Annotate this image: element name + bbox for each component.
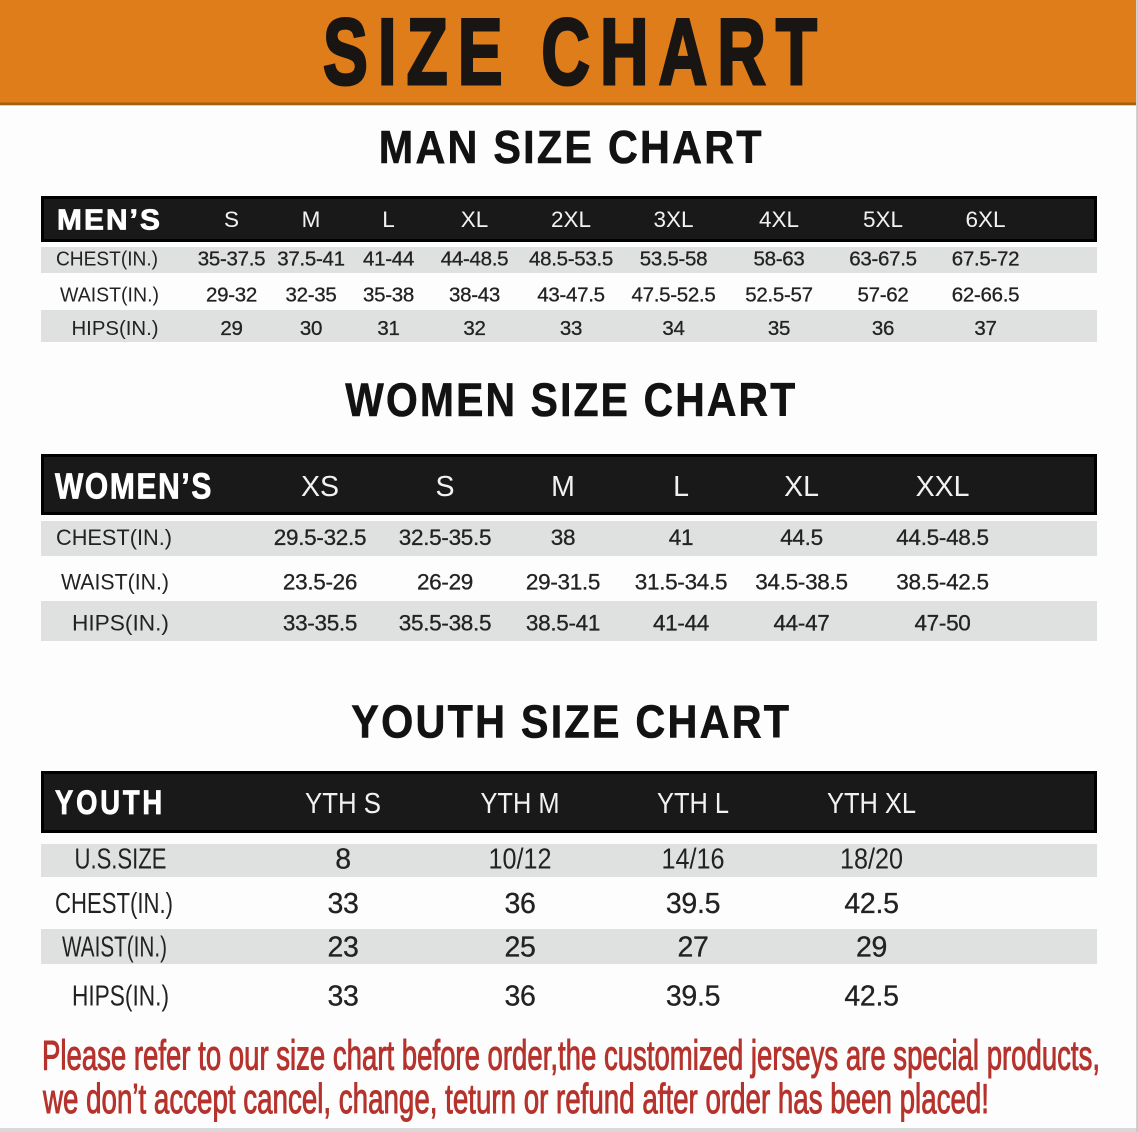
svg-text:18/20: 18/20: [840, 844, 903, 876]
svg-text:35-38: 35-38: [363, 284, 414, 307]
svg-text:5XL: 5XL: [863, 207, 903, 232]
svg-text:XL: XL: [461, 207, 489, 232]
svg-text:26-29: 26-29: [417, 570, 473, 595]
svg-text:XS: XS: [301, 471, 339, 503]
svg-text:48.5-53.5: 48.5-53.5: [529, 248, 613, 271]
svg-text:42.5: 42.5: [844, 888, 898, 920]
svg-text:31: 31: [377, 317, 399, 340]
svg-text:M: M: [302, 207, 321, 232]
svg-text:29: 29: [220, 317, 242, 340]
svg-text:29: 29: [856, 932, 887, 964]
svg-text:36: 36: [504, 888, 535, 920]
svg-text:CHEST(IN.): CHEST(IN.): [55, 888, 173, 920]
svg-text:S: S: [224, 207, 239, 232]
svg-text:29-32: 29-32: [206, 284, 257, 307]
svg-text:42.5: 42.5: [844, 981, 898, 1013]
svg-text:32.5-35.5: 32.5-35.5: [399, 525, 491, 550]
svg-text:Please refer to our size chart: Please refer to our size chart before or…: [42, 1032, 1100, 1079]
svg-text:U.S.SIZE: U.S.SIZE: [75, 844, 167, 876]
svg-text:63-67.5: 63-67.5: [849, 248, 916, 271]
svg-text:37.5-41: 37.5-41: [277, 248, 344, 271]
svg-text:SIZE CHART: SIZE CHART: [323, 0, 827, 104]
svg-text:52.5-57: 52.5-57: [745, 284, 812, 307]
svg-text:S: S: [435, 471, 454, 503]
svg-text:CHEST(IN.): CHEST(IN.): [56, 248, 158, 271]
svg-text:47-50: 47-50: [914, 611, 970, 636]
svg-text:37: 37: [974, 317, 996, 340]
svg-text:YTH L: YTH L: [657, 788, 729, 820]
svg-text:58-63: 58-63: [754, 248, 805, 271]
svg-text:25: 25: [504, 932, 535, 964]
svg-text:31.5-34.5: 31.5-34.5: [635, 570, 727, 595]
svg-text:we don’t accept cancel, change: we don’t accept cancel, change, teturn o…: [42, 1075, 989, 1122]
svg-text:23.5-26: 23.5-26: [283, 570, 357, 595]
svg-text:WAIST(IN.): WAIST(IN.): [60, 284, 159, 307]
svg-text:33: 33: [327, 888, 358, 920]
svg-text:HIPS(IN.): HIPS(IN.): [72, 981, 169, 1013]
svg-text:23: 23: [327, 932, 358, 964]
svg-text:38-43: 38-43: [449, 284, 500, 307]
svg-text:CHEST(IN.): CHEST(IN.): [56, 525, 172, 550]
svg-text:2XL: 2XL: [551, 207, 591, 232]
svg-text:38: 38: [551, 525, 575, 550]
svg-text:10/12: 10/12: [489, 844, 552, 876]
svg-text:34: 34: [662, 317, 684, 340]
svg-text:44.5: 44.5: [780, 525, 823, 550]
svg-text:33: 33: [327, 981, 358, 1013]
svg-text:XL: XL: [784, 471, 819, 503]
svg-text:43-47.5: 43-47.5: [537, 284, 604, 307]
svg-text:32-35: 32-35: [286, 284, 337, 307]
svg-text:27: 27: [677, 932, 708, 964]
svg-text:67.5-72: 67.5-72: [952, 248, 1019, 271]
svg-text:M: M: [551, 471, 575, 503]
svg-text:39.5: 39.5: [666, 888, 720, 920]
svg-text:L: L: [382, 207, 395, 232]
svg-text:YOUTH SIZE CHART: YOUTH SIZE CHART: [351, 696, 791, 748]
svg-text:WOMEN SIZE CHART: WOMEN SIZE CHART: [345, 374, 797, 427]
svg-text:MEN’S: MEN’S: [57, 205, 162, 237]
svg-text:33-35.5: 33-35.5: [283, 611, 357, 636]
svg-text:WOMEN’S: WOMEN’S: [55, 466, 213, 507]
svg-text:29-31.5: 29-31.5: [526, 570, 600, 595]
svg-text:WAIST(IN.): WAIST(IN.): [61, 570, 169, 595]
svg-text:YTH XL: YTH XL: [827, 788, 916, 820]
svg-text:39.5: 39.5: [666, 981, 720, 1013]
svg-text:3XL: 3XL: [653, 207, 693, 232]
svg-text:33: 33: [560, 317, 582, 340]
svg-text:36: 36: [504, 981, 535, 1013]
svg-text:44-48.5: 44-48.5: [441, 248, 508, 271]
svg-text:HIPS(IN.): HIPS(IN.): [72, 611, 169, 636]
svg-text:36: 36: [872, 317, 894, 340]
svg-text:35: 35: [768, 317, 790, 340]
svg-text:38.5-41: 38.5-41: [526, 611, 600, 636]
svg-text:L: L: [673, 471, 689, 503]
svg-text:41-44: 41-44: [653, 611, 709, 636]
svg-text:53.5-58: 53.5-58: [640, 248, 707, 271]
svg-text:62-66.5: 62-66.5: [952, 284, 1019, 307]
svg-text:38.5-42.5: 38.5-42.5: [896, 570, 988, 595]
svg-text:6XL: 6XL: [965, 207, 1005, 232]
svg-text:29.5-32.5: 29.5-32.5: [274, 525, 366, 550]
svg-text:30: 30: [300, 317, 322, 340]
svg-text:34.5-38.5: 34.5-38.5: [755, 570, 847, 595]
svg-text:35.5-38.5: 35.5-38.5: [399, 611, 491, 636]
svg-text:44-47: 44-47: [773, 611, 829, 636]
svg-text:YTH M: YTH M: [481, 788, 560, 820]
svg-text:14/16: 14/16: [662, 844, 725, 876]
svg-text:41-44: 41-44: [363, 248, 414, 271]
svg-text:WAIST(IN.): WAIST(IN.): [62, 932, 167, 964]
svg-text:HIPS(IN.): HIPS(IN.): [72, 317, 159, 340]
svg-text:44.5-48.5: 44.5-48.5: [896, 525, 988, 550]
svg-text:MAN SIZE CHART: MAN SIZE CHART: [379, 121, 764, 173]
svg-text:XXL: XXL: [916, 471, 970, 503]
svg-text:47.5-52.5: 47.5-52.5: [632, 284, 716, 307]
svg-text:YOUTH: YOUTH: [55, 784, 165, 822]
svg-text:57-62: 57-62: [858, 284, 909, 307]
svg-text:32: 32: [463, 317, 485, 340]
svg-text:YTH S: YTH S: [305, 788, 381, 820]
svg-text:41: 41: [669, 525, 693, 550]
svg-text:8: 8: [335, 844, 351, 876]
svg-text:35-37.5: 35-37.5: [198, 248, 265, 271]
svg-text:4XL: 4XL: [759, 207, 799, 232]
